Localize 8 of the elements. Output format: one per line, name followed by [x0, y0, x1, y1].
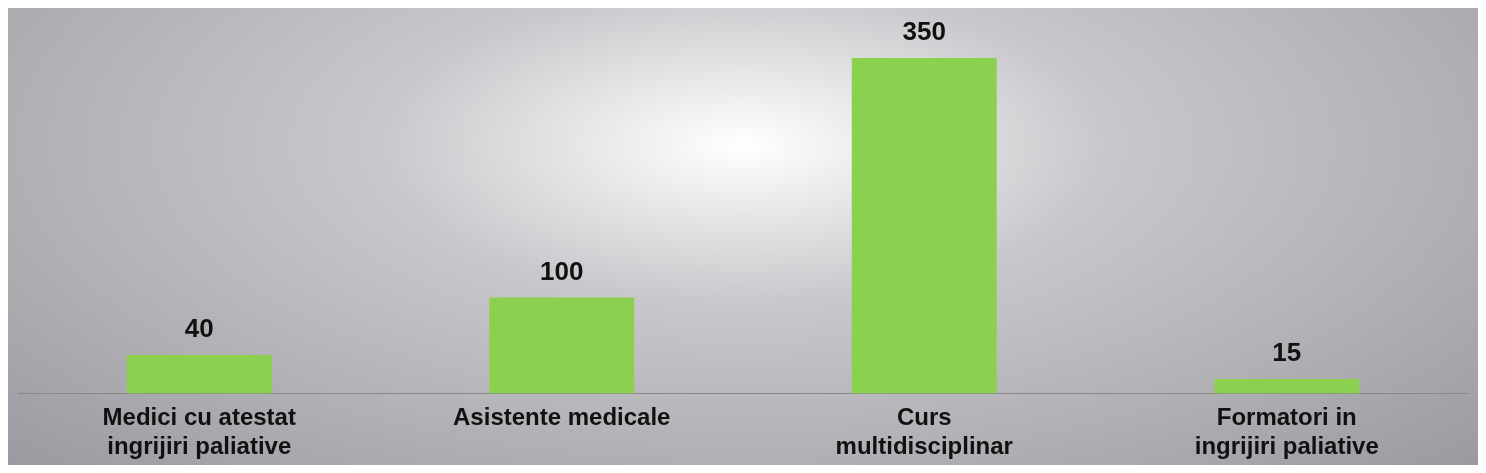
x-tick-label: Formatori in ingrijiri paliative — [1194, 403, 1379, 460]
data-label: 350 — [902, 16, 946, 47]
x-tick-label: Curs multidisciplinar — [835, 403, 1013, 460]
x-tick-label: Asistente medicale — [453, 403, 671, 431]
data-label: 15 — [1272, 337, 1302, 368]
data-label: 40 — [184, 313, 214, 344]
data-label: 100 — [540, 255, 584, 286]
x-tick-label: Medici cu atestat ingrijiri paliative — [102, 403, 296, 460]
